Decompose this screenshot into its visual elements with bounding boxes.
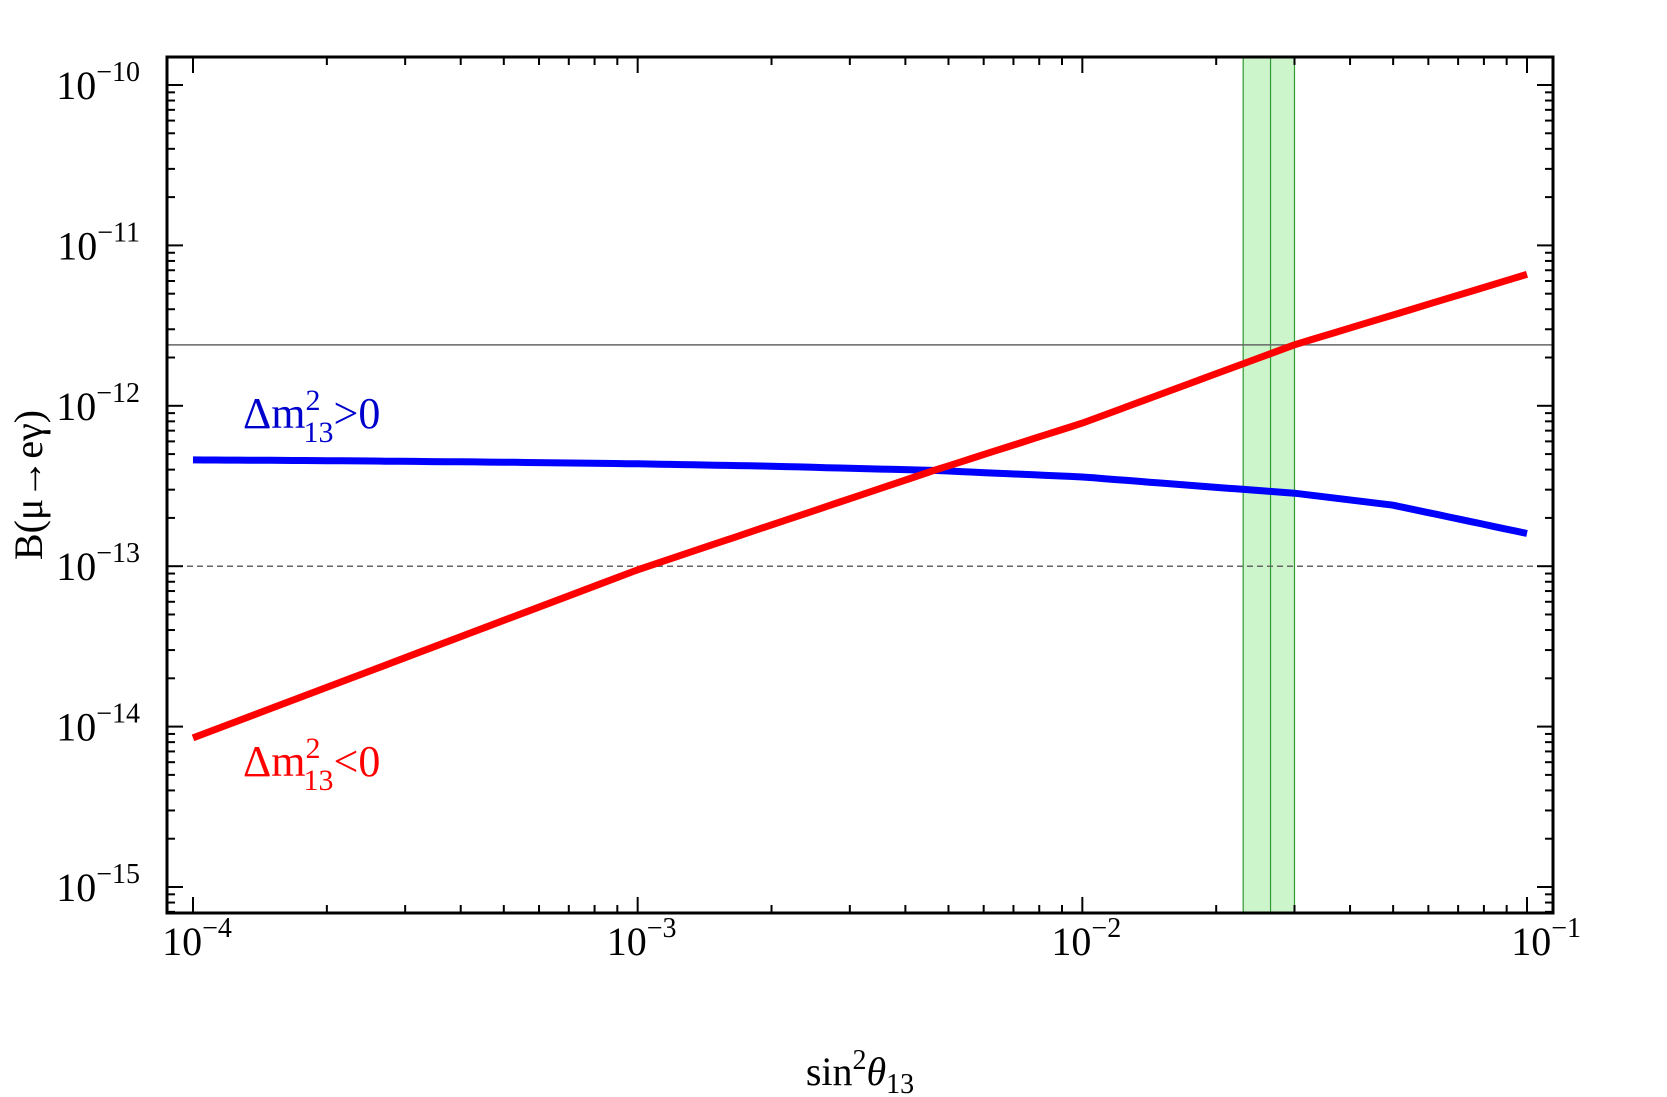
x-tick-label: 10−2 bbox=[1051, 913, 1121, 964]
y-tick-label: 10−12 bbox=[56, 378, 140, 429]
x-tick-label: 10−1 bbox=[1511, 913, 1581, 964]
y-tick-label: 10−13 bbox=[56, 538, 140, 589]
y-tick-label: 10−15 bbox=[56, 859, 140, 910]
series-label-positive: Δm2 13>0 bbox=[243, 384, 380, 449]
x-tick-label: 10−4 bbox=[162, 913, 232, 964]
reference-lines-layer bbox=[167, 344, 1553, 567]
x-axis-title: sin2θ13 bbox=[806, 1045, 914, 1097]
y-tick-label: 10−10 bbox=[56, 57, 140, 108]
allowed-band bbox=[1242, 56, 1296, 914]
plot-frame bbox=[165, 55, 1555, 915]
labels-layer: 10−4 10−3 10−2 10−1 10−10 10−11 10−12 10−13 10−1… bbox=[6, 57, 1581, 1097]
series-line-negative bbox=[191, 270, 1529, 742]
allowed-band-layer bbox=[1242, 56, 1296, 914]
x-tick-label: 10−3 bbox=[607, 913, 677, 964]
ticks-layer bbox=[167, 57, 1553, 913]
y-tick-label: 10−11 bbox=[57, 217, 140, 268]
y-tick-label: 10−14 bbox=[56, 699, 140, 750]
series-layer bbox=[191, 270, 1529, 742]
y-axis-title: B(μ→eγ) bbox=[6, 410, 51, 560]
series-label-negative: Δm2 13<0 bbox=[243, 732, 380, 797]
